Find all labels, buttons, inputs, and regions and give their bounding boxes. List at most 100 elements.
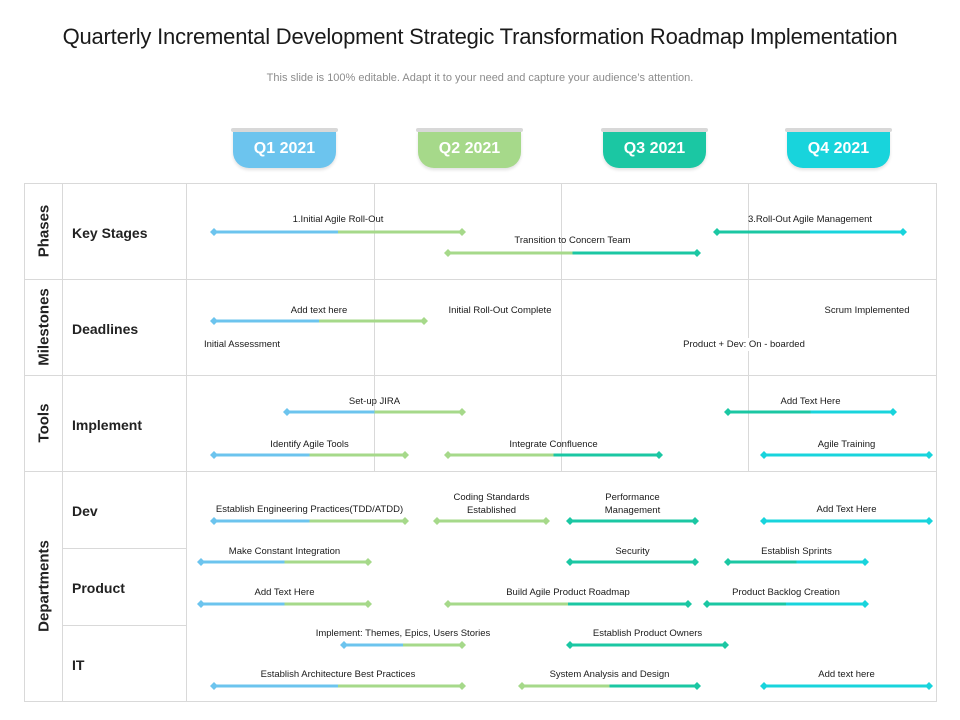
bar-end-marker [542,517,550,525]
timeline-bar [210,228,466,236]
timeline-bar [566,558,699,566]
page-title: Quarterly Incremental Development Strate… [62,24,898,49]
bar-start-marker [210,682,218,690]
bar-start-marker [760,682,768,690]
bar-label: Agile Training [817,439,876,450]
milestone-label: Scrum Implemented [824,304,910,317]
timeline-bar [340,641,466,649]
bar-label: Establish Architecture Best Practices [260,669,416,680]
timeline-bar [444,600,692,608]
row-label-key-stages: Key Stages [72,225,148,241]
bar-end-marker [364,558,372,566]
bar-end-marker [899,228,907,236]
bar-label: Security [615,546,650,557]
timeline-bar [566,641,729,649]
bar-start-marker [724,408,732,416]
bar-end-marker [861,558,869,566]
bar-label: Establish Product Owners [592,628,703,639]
bar-start-marker [197,558,205,566]
bar-start-marker [210,317,218,325]
bar-label: Add Text Here [780,396,841,407]
bar-end-marker [401,451,409,459]
bar-end-marker [693,682,701,690]
bar-end-marker [925,682,933,690]
bar-start-marker [760,451,768,459]
bar-end-marker [925,451,933,459]
bar-end-marker [655,451,663,459]
bar-label: Add Text Here [254,587,315,598]
quarter-tab-q3: Q3 2021 [601,128,708,168]
bar-label: Coding Standards Established [453,492,530,516]
bar-label: Add Text Here [816,504,877,515]
row-label-it: IT [72,657,85,673]
bar-label: Set-up JIRA [348,396,401,407]
row-label-product: Product [72,580,125,596]
bar-label: Implement: Themes, Epics, Users Stories [315,628,491,639]
bar-label: Product Backlog Creation [732,587,840,598]
bar-label: 3.Roll-Out Agile Management [747,214,873,225]
bar-start-marker [197,600,205,608]
bar-start-marker [713,228,721,236]
bar-end-marker [691,558,699,566]
bar-label: Make Constant Integration [228,546,341,557]
bar-label: 1.Initial Agile Roll-Out [292,214,384,225]
bar-end-marker [420,317,428,325]
quarter-tab-q4: Q4 2021 [785,128,892,168]
bar-end-marker [861,600,869,608]
bar-label: Establish Engineering Practices(TDD/ATDD… [215,504,404,515]
bar-label: Identify Agile Tools [270,439,349,450]
quarter-tab-q2: Q2 2021 [416,128,523,168]
bar-label: Transition to Concern Team [514,235,631,246]
bar-start-marker [444,451,452,459]
bar-start-marker [340,641,348,649]
bar-end-marker [691,517,699,525]
timeline-bar [760,682,933,690]
timeline-bar [703,600,869,608]
quarter-tab-q1: Q1 2021 [231,128,338,168]
category-milestones: Milestones [35,288,53,366]
bar-end-marker [889,408,897,416]
bar-end-marker [721,641,729,649]
category-departments: Departments [35,540,53,632]
bar-label: Integrate Confluence [509,439,598,450]
milestone-label: Product + Dev: On - boarded [683,338,805,351]
bar-start-marker [283,408,291,416]
timeline-bar [210,517,409,525]
timeline-bar [713,228,907,236]
bar-label: Add text here [818,669,875,680]
timeline-bar [760,517,933,525]
timeline-bar [724,558,869,566]
timeline-bar [760,451,933,459]
bar-start-marker [210,451,218,459]
category-phases: Phases [35,204,53,258]
row-label-implement: Implement [72,417,143,433]
bar-label: Performance Management [604,492,661,516]
bar-label: Add text here [290,305,348,316]
timeline-bar [444,451,663,459]
bar-start-marker [444,249,452,257]
row-label-deadlines: Deadlines [72,321,139,337]
timeline-bar [197,600,372,608]
bar-label: Build Agile Product Roadmap [506,587,630,598]
timeline-bar [210,682,466,690]
bar-start-marker [760,517,768,525]
bar-end-marker [364,600,372,608]
timeline-bar [724,408,897,416]
bar-start-marker [518,682,526,690]
bar-start-marker [566,517,574,525]
bar-end-marker [458,641,466,649]
bar-end-marker [458,228,466,236]
timeline-bar [518,682,701,690]
milestone-label: Initial Roll-Out Complete [448,304,552,317]
bar-start-marker [210,228,218,236]
bar-end-marker [693,249,701,257]
timeline-bar [210,451,409,459]
bar-end-marker [458,682,466,690]
timeline-bar [566,517,699,525]
bar-end-marker [458,408,466,416]
page-subtitle: This slide is 100% editable. Adapt it to… [266,72,694,84]
bar-start-marker [444,600,452,608]
timeline-bar [197,558,372,566]
bar-start-marker [210,517,218,525]
